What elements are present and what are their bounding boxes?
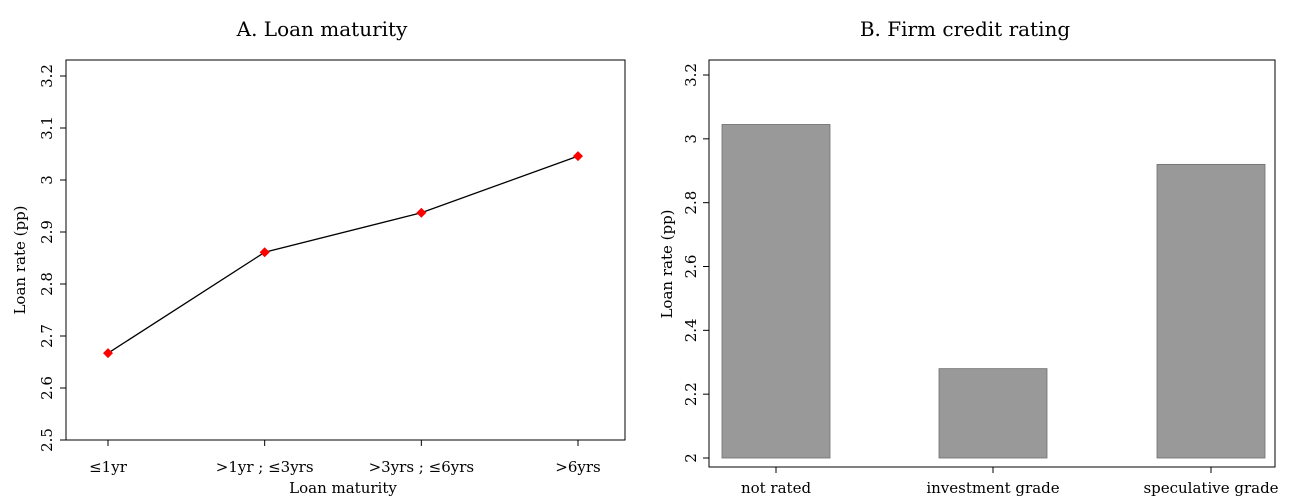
panel-a-y-axis-label: Loan rate (pp) — [11, 205, 29, 314]
panel-b-y-axis-label: Loan rate (pp) — [658, 209, 676, 318]
panel-b-marks: 2 2.2 2.4 2.6 2.8 3 3.2 not rated investment gra… — [682, 63, 1279, 497]
panel-a-y-tick-label: 2.8 — [38, 272, 56, 296]
panel-a-data-point — [103, 348, 113, 359]
panel-a-y-tick-label: 2.5 — [38, 428, 56, 452]
panel-a-loan-maturity: A. Loan maturity Loan maturity Loan rate… — [11, 17, 626, 497]
panel-b-y-tick-label: 3 — [682, 134, 700, 144]
panel-a-y-tick-label: 3 — [38, 175, 56, 185]
panel-a-plot-frame — [65, 59, 626, 441]
panel-b-plot-frame — [708, 59, 1276, 468]
panel-a-data-point — [259, 247, 270, 258]
panel-b-x-tick-label: speculative grade — [1143, 479, 1278, 497]
panel-a-y-tick-label: 2.7 — [38, 324, 56, 348]
panel-a-y-tick-label: 2.9 — [38, 220, 56, 244]
panel-b-bar — [938, 368, 1048, 459]
panel-a-data-point — [416, 207, 427, 218]
panel-b-y-tick-label: 2.2 — [682, 382, 700, 406]
panel-a-x-axis-label: Loan maturity — [289, 479, 397, 497]
panel-a-marks: 2.5 2.6 2.7 2.8 2.9 3 3.1 3.2 ≤1yr >1yr ; ≤3yrs >3… — [38, 64, 601, 476]
panel-a-x-tick-label: >1yr ; ≤3yrs — [216, 458, 314, 476]
panel-a-x-tick-label: >6yrs — [555, 458, 600, 476]
panel-b-x-tick-label: not rated — [741, 479, 812, 497]
panel-b-y-tick-label: 2.8 — [682, 191, 700, 215]
panel-b-title: B. Firm credit rating — [860, 17, 1071, 41]
panel-a-y-tick-label: 3.1 — [38, 116, 56, 140]
panel-b-y-tick-label: 2 — [682, 453, 700, 463]
panel-b-bar — [1156, 163, 1266, 459]
panel-a-y-tick-label: 2.6 — [38, 376, 56, 400]
panel-b-bar — [721, 124, 831, 459]
panel-a-title: A. Loan maturity — [236, 17, 408, 41]
panel-b-y-tick-label: 3.2 — [682, 63, 700, 87]
panel-b-y-tick-label: 2.4 — [682, 318, 700, 342]
panel-b-y-tick-label: 2.6 — [682, 255, 700, 279]
panel-a-x-tick-label: ≤1yr — [89, 458, 128, 476]
panel-b-x-tick-label: investment grade — [926, 479, 1059, 497]
panel-a-data-point — [573, 151, 583, 162]
panel-a-series-line — [107, 155, 579, 354]
panel-a-x-tick-label: >3yrs ; ≤6yrs — [369, 458, 475, 476]
panel-b-firm-credit-rating: B. Firm credit rating Loan rate (pp) 2 2.… — [658, 17, 1279, 497]
panel-a-y-tick-label: 3.2 — [38, 64, 56, 88]
